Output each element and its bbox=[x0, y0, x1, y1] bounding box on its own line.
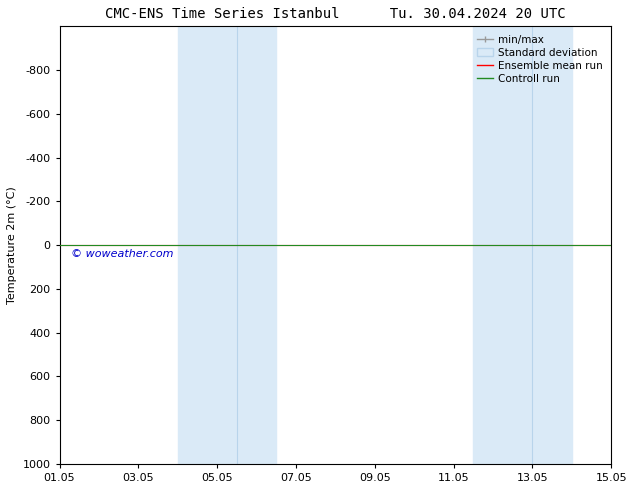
Text: © woweather.com: © woweather.com bbox=[72, 249, 174, 259]
Bar bbox=[474, 26, 572, 464]
Title: CMC-ENS Time Series Istanbul      Tu. 30.04.2024 20 UTC: CMC-ENS Time Series Istanbul Tu. 30.04.2… bbox=[105, 7, 566, 21]
Bar bbox=[178, 26, 276, 464]
Legend: min/max, Standard deviation, Ensemble mean run, Controll run: min/max, Standard deviation, Ensemble me… bbox=[474, 31, 606, 87]
Y-axis label: Temperature 2m (°C): Temperature 2m (°C) bbox=[7, 186, 17, 304]
